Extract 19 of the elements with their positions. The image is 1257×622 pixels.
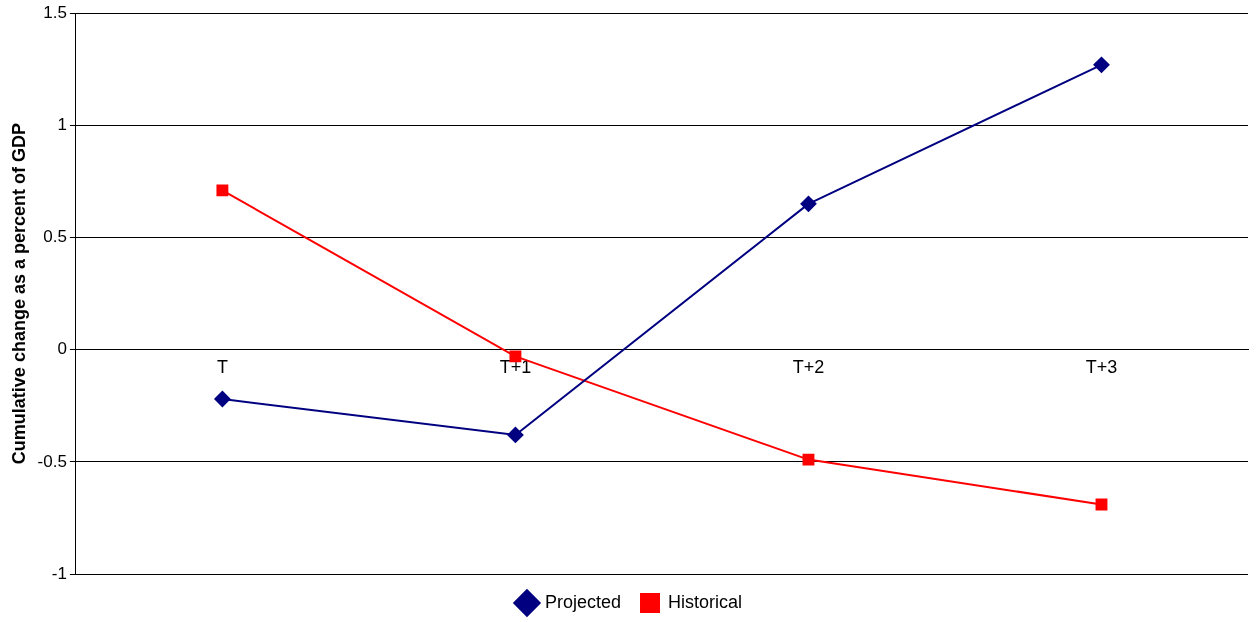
x-tick-label: T+3 bbox=[1085, 357, 1118, 378]
point bbox=[1093, 56, 1110, 73]
legend-label: Historical bbox=[668, 591, 743, 612]
x-tick-label: T+2 bbox=[792, 357, 825, 378]
point bbox=[507, 426, 524, 443]
point bbox=[214, 391, 231, 408]
point bbox=[216, 184, 229, 197]
legend-label: Projected bbox=[544, 591, 622, 612]
y-tick-label: 0 bbox=[57, 339, 67, 359]
y-tick-label: 1 bbox=[57, 115, 67, 135]
y-tick-label: 1.5 bbox=[43, 2, 67, 22]
x-tick-label: T bbox=[216, 357, 228, 378]
y-tick-label: 0.5 bbox=[43, 227, 67, 247]
point bbox=[800, 195, 817, 212]
y-tick-label: -0.5 bbox=[37, 451, 67, 471]
x-tick-label: T+1 bbox=[499, 357, 532, 378]
y-tick-label: -1 bbox=[51, 563, 67, 583]
point bbox=[802, 453, 815, 466]
y-axis-title: Cumulative change as a percent of GDP bbox=[8, 123, 29, 465]
